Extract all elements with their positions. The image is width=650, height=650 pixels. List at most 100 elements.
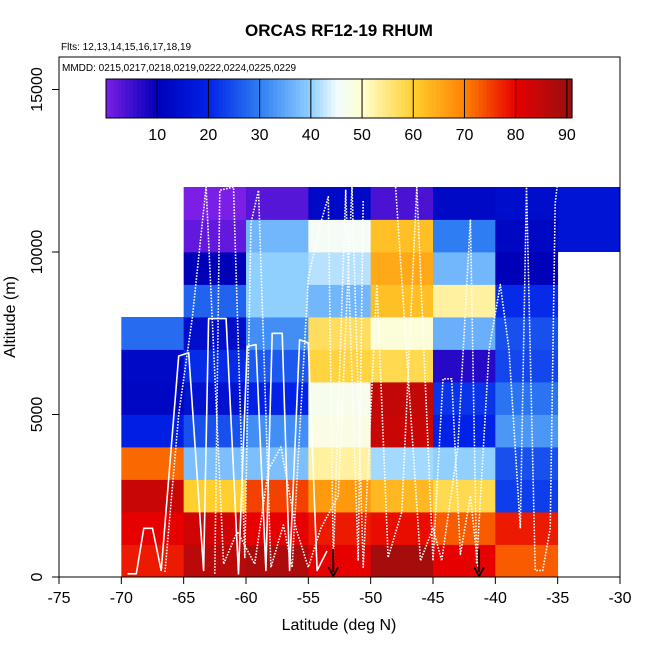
colorbar-segment: [354, 79, 360, 118]
heatmap-cell: [495, 479, 559, 513]
colorbar-segment: [486, 79, 492, 118]
arrow-marker: [327, 548, 340, 578]
heatmap-cell: [183, 447, 247, 480]
colorbar-frame: [105, 78, 573, 119]
colorbar-segment: [106, 79, 111, 118]
heatmap-cell: [433, 479, 496, 513]
colorbar-segment: [498, 79, 503, 118]
plot-frame: [58, 56, 621, 578]
x-tick-label: -35: [546, 590, 569, 607]
heatmap-cell: [433, 284, 496, 318]
colorbar-segment: [315, 79, 321, 118]
position-markers: [327, 548, 485, 578]
heatmap-cell: [246, 219, 309, 253]
colorbar-segment: [544, 79, 550, 118]
colorbar-segment: [482, 79, 488, 118]
colorbar-segment: [183, 79, 189, 118]
flight-tracks: [127, 170, 560, 575]
colorbar-segment: [474, 79, 480, 118]
colorbar-segment: [292, 79, 297, 118]
heatmap-cell: [557, 187, 620, 252]
colorbar-segment: [296, 79, 301, 118]
heatmap-cell: [495, 512, 559, 545]
colorbar-segment: [280, 79, 286, 118]
colorbar-segment: [269, 79, 274, 118]
heatmap-cell: [370, 187, 434, 220]
x-tick-label: -60: [234, 590, 257, 607]
colorbar-segment: [537, 79, 542, 118]
colorbar-segment: [556, 79, 561, 118]
heatmap-cell: [495, 349, 559, 383]
heatmap-cell: [308, 252, 372, 285]
x-axis: -75 -70 -65 -60 -55 -50 -45 -40 -35 -30: [47, 577, 632, 607]
colorbar-segment: [405, 79, 410, 118]
y-tick-label: 15000: [29, 67, 46, 112]
flight-track: [394, 170, 560, 572]
heatmap-cell: [370, 544, 434, 577]
dates-label: MMDD: 0215,0217,0218,0219,0222,0224,0225…: [62, 63, 297, 74]
heatmap-cell: [183, 317, 247, 350]
colorbar-segment: [525, 79, 530, 118]
colorbar-segment: [366, 79, 371, 118]
colorbar-segment: [156, 79, 161, 118]
colorbar-segment: [284, 79, 290, 118]
colorbar-segment: [272, 79, 278, 118]
colorbar-segment: [463, 79, 468, 118]
colorbar-segment: [397, 79, 402, 118]
heatmap-cell: [246, 512, 309, 545]
colorbar-segment: [230, 79, 235, 118]
colorbar-segment: [432, 79, 437, 118]
colorbar-segment: [459, 79, 464, 118]
colorbar-segment: [548, 79, 554, 118]
colorbar-segment: [346, 79, 352, 118]
colorbar-segment: [373, 79, 379, 118]
colorbar-segment: [335, 79, 340, 118]
colorbar-segment: [199, 79, 204, 118]
flights-label: Flts: 12,13,14,15,16,17,18,19: [61, 42, 192, 53]
colorbar-tick-label: 80: [507, 127, 525, 144]
y-axis-title: Altitude (m): [2, 276, 19, 358]
colorbar-segment: [443, 79, 449, 118]
colorbar-tick-label: 40: [302, 127, 320, 144]
colorbar-segment: [552, 79, 558, 118]
colorbar-segment: [540, 79, 546, 118]
x-tick-label: -70: [110, 590, 133, 607]
colorbar-segment: [350, 79, 356, 118]
colorbar-segment: [381, 79, 387, 118]
colorbar-segment: [210, 79, 216, 118]
colorbar-segment: [436, 79, 441, 118]
colorbar-segment: [439, 79, 445, 118]
heatmap-cell: [495, 414, 559, 448]
colorbar-segment: [568, 79, 573, 118]
colorbar: 10 20 30 40 50 60 70 80 90: [100, 73, 578, 144]
colorbar-segment: [222, 79, 227, 118]
heatmap-cell: [433, 219, 496, 253]
colorbar-segment: [327, 79, 332, 118]
colorbar-tick-label: 90: [558, 127, 576, 144]
x-tick-label: -40: [484, 590, 507, 607]
colorbar-segment: [517, 79, 523, 118]
colorbar-segment: [191, 79, 196, 118]
colorbar-segment: [214, 79, 220, 118]
flight-track: [127, 317, 328, 575]
colorbar-segment: [490, 79, 495, 118]
heatmap-cell: [370, 447, 434, 480]
colorbar-tick-label: 70: [456, 127, 474, 144]
colorbar-segment: [117, 79, 123, 118]
arrow-marker: [473, 548, 485, 578]
colorbar-segment: [133, 79, 138, 118]
heatmap-cell: [121, 544, 185, 577]
colorbar-segment: [533, 79, 538, 118]
colorbar-segment: [412, 79, 418, 118]
heatmap-cell: [433, 414, 496, 448]
colorbar-segment: [179, 79, 185, 118]
colorbar-segment: [187, 79, 193, 118]
heatmap-cell: [495, 252, 559, 285]
heatmap-cell: [308, 544, 372, 577]
colorbar-segment: [172, 79, 177, 118]
colorbar-segment: [494, 79, 499, 118]
colorbar-segment: [253, 79, 259, 118]
colorbar-segment: [238, 79, 243, 118]
colorbar-segment: [339, 79, 344, 118]
x-tick-label: -50: [359, 590, 382, 607]
